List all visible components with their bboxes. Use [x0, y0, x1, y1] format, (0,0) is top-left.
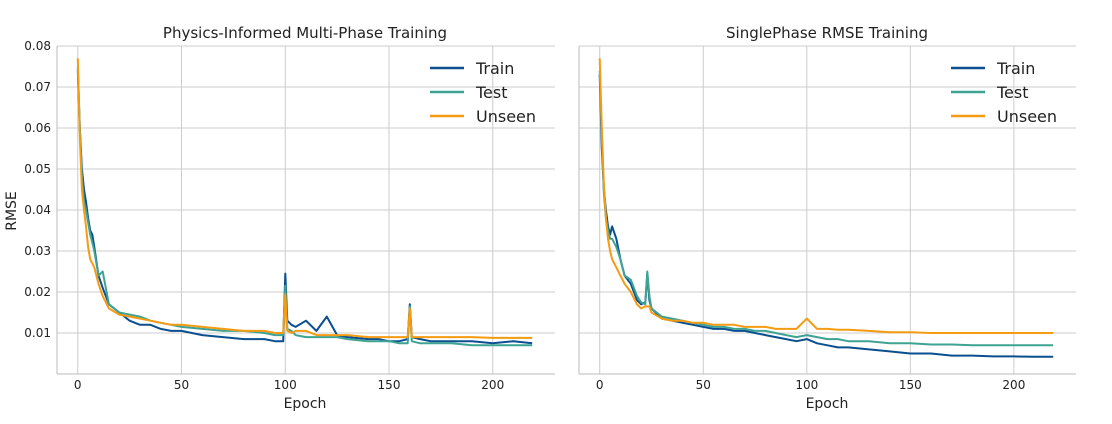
chart-title: SinglePhase RMSE Training: [726, 24, 928, 42]
y-tick-label: 0.05: [24, 162, 51, 176]
series-line-train: [76, 70, 533, 345]
series-line-test: [76, 66, 533, 347]
y-tick-label: 0.04: [24, 203, 51, 217]
legend: Train Test Unseen: [951, 59, 1057, 126]
x-axis-label: Epoch: [284, 396, 327, 412]
grid: [57, 45, 555, 374]
x-tick-label: 100: [795, 378, 818, 392]
x-tick-label: 150: [378, 378, 401, 392]
x-tick-label: 0: [596, 378, 604, 392]
legend-label: Unseen: [997, 107, 1057, 126]
x-tick-label: 0: [74, 378, 82, 392]
y-tick-label: 0.08: [24, 39, 51, 53]
legend-label: Train: [996, 59, 1035, 78]
grid: [579, 45, 1076, 374]
series-line-unseen: [76, 58, 533, 339]
x-tick-label: 200: [481, 378, 504, 392]
legend-label: Unseen: [476, 107, 536, 126]
x-tick-label: 150: [899, 378, 922, 392]
y-tick-label: 0.03: [24, 244, 51, 258]
legend-label: Train: [475, 59, 514, 78]
x-axis-label: Epoch: [806, 396, 849, 412]
x-tick-label: 50: [174, 378, 189, 392]
y-tick-label: 0.02: [24, 285, 51, 299]
x-tick-label: 200: [1002, 378, 1025, 392]
x-tick-label: 100: [274, 378, 297, 392]
legend-label: Test: [996, 83, 1029, 102]
chart-panel-single-phase: SinglePhase RMSE Training Epoch 0 50 100 15…: [578, 24, 1076, 412]
x-tick-label: 50: [696, 378, 711, 392]
y-tick-label: 0.01: [24, 326, 51, 340]
legend-label: Test: [475, 83, 508, 102]
chart-title: Physics-Informed Multi-Phase Training: [163, 24, 447, 42]
series-line-unseen: [598, 58, 1054, 334]
y-axis-label: RMSE: [4, 191, 20, 231]
y-tick-label: 0.07: [24, 80, 51, 94]
chart-panel-multi-phase: Physics-Informed Multi-Phase Training Ep…: [4, 24, 555, 412]
y-tick-label: 0.06: [24, 121, 51, 135]
series-line-train: [598, 74, 1054, 358]
legend: Train Test Unseen: [430, 59, 536, 126]
series-line-test: [598, 70, 1054, 347]
